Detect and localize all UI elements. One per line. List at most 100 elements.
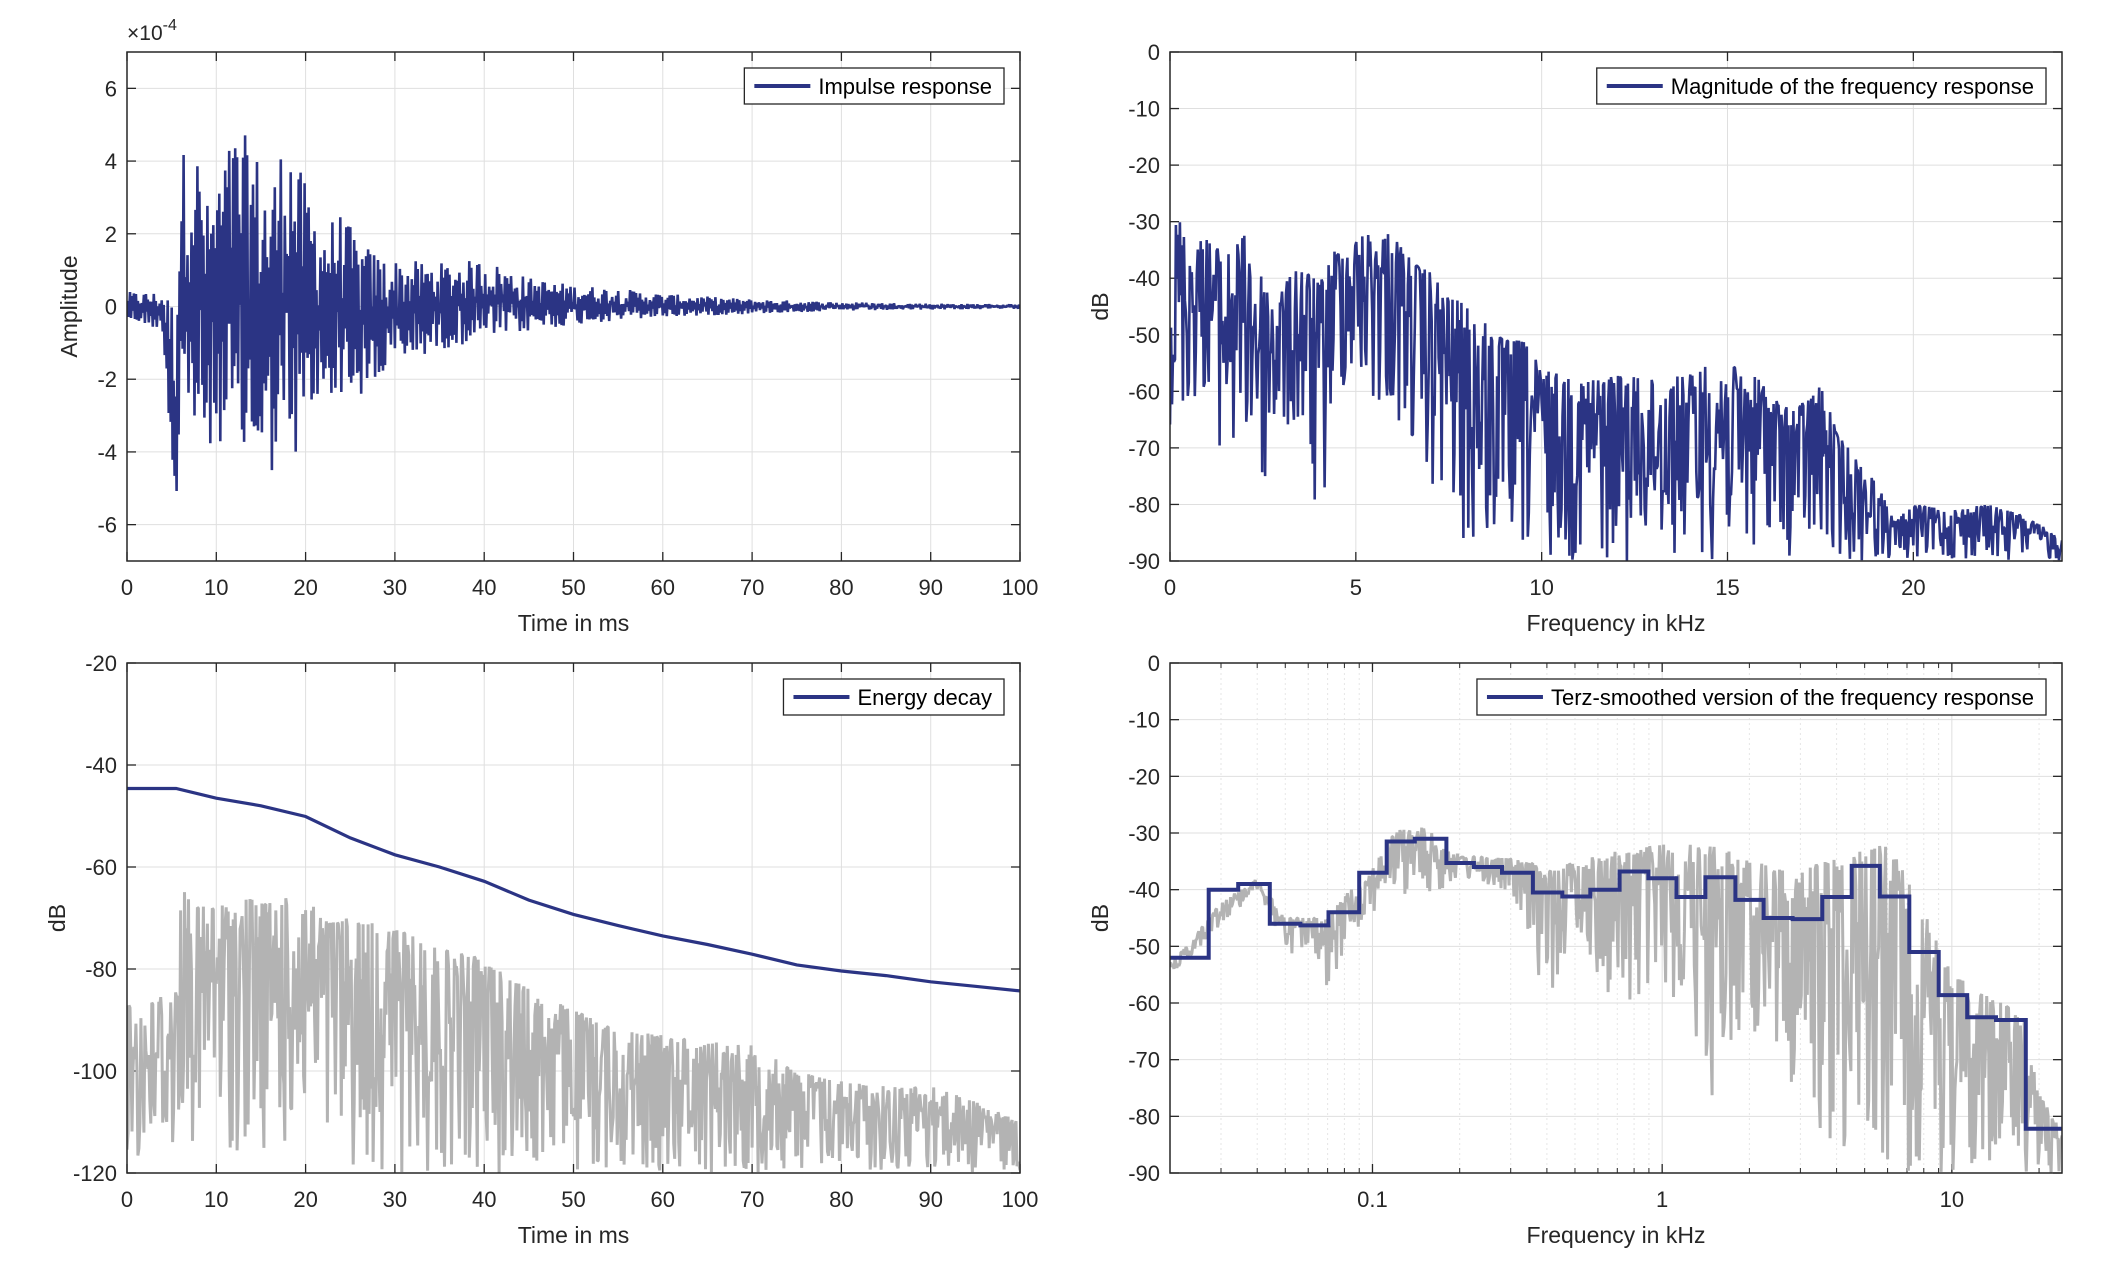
axes-box	[1169, 662, 2063, 1174]
y-tick-label: -80	[1128, 1104, 1160, 1129]
series-energy-decay	[127, 786, 1020, 993]
plot-series-group	[1170, 827, 2062, 1173]
y-tick-label: 0	[1148, 40, 1160, 65]
y-tick-label: -50	[1128, 323, 1160, 348]
plot-series-group	[127, 135, 1020, 492]
y-tick-label: -2	[97, 367, 117, 392]
y-tick-label: -60	[1128, 379, 1160, 404]
legend-label: Terz-smoothed version of the frequency r…	[1551, 685, 2034, 710]
axes-box	[1169, 51, 2063, 562]
x-tick-label: 50	[561, 1187, 585, 1212]
y-axis-label: Amplitude	[56, 255, 82, 357]
x-tick-label: 10	[204, 575, 228, 600]
chart-magnitude: 0 5 10 15 20 -90 -80 -70 -60 -50 -40 -30 -20 -10 0 Freq…	[1087, 40, 2063, 636]
legend: Magnitude of the frequency response	[1596, 67, 2047, 105]
x-tick-label: 40	[472, 1187, 496, 1212]
legend-box	[1476, 678, 2047, 716]
x-tick-label: 100	[1002, 575, 1039, 600]
chart-impulse: 0 10 20 30 40 50 60 70 80 90 100 -6 -4 -2 0 2 4 6 Time in …	[56, 17, 1038, 636]
exponent-power: -4	[163, 17, 177, 34]
x-axis-label: Time in ms	[518, 610, 630, 636]
y-tick-label: -4	[97, 440, 117, 465]
x-tick-label: 70	[740, 1187, 764, 1212]
y-tick-label: -80	[1128, 492, 1160, 517]
series-unsmoothed-frequency-response	[1170, 827, 2062, 1173]
x-tick-label: 10	[1940, 1187, 1964, 1212]
y-axis-label: dB	[1087, 292, 1113, 320]
x-tick-label: 10	[204, 1187, 228, 1212]
y-axis-label: dB	[44, 904, 70, 932]
y-tick-label: -10	[1128, 708, 1160, 733]
x-tick-label: 15	[1715, 575, 1739, 600]
y-tick-label: -40	[85, 753, 117, 778]
x-tick-label: 20	[1901, 575, 1925, 600]
legend: Impulse response	[743, 67, 1005, 105]
chart-terz: 0.1 1 10 -90 -80 -70 -60 -50 -40 -30 -20 -10 0 Freque…	[1087, 651, 2063, 1248]
y-tick-label: -60	[85, 855, 117, 880]
series-impulse-response	[127, 135, 1020, 492]
series-squared-impulse-response-db-	[127, 892, 1020, 1173]
x-tick-label: 20	[293, 575, 317, 600]
x-axis-label: Frequency in kHz	[1527, 610, 1706, 636]
y-tick-label: -30	[1128, 210, 1160, 235]
y-tick-label: -90	[1128, 549, 1160, 574]
y-tick-label: -6	[97, 513, 117, 538]
x-tick-label: 60	[651, 575, 675, 600]
x-tick-label: 30	[383, 1187, 407, 1212]
y-tick-label: -70	[1128, 1048, 1160, 1073]
x-tick-label: 80	[829, 575, 853, 600]
y-tick-label: -20	[1128, 153, 1160, 178]
y-tick-label: -30	[1128, 821, 1160, 846]
x-tick-label: 50	[561, 575, 585, 600]
x-tick-label: 20	[293, 1187, 317, 1212]
plot-series-group	[1170, 222, 2062, 561]
y-tick-label: -50	[1128, 934, 1160, 959]
y-tick-label: 4	[105, 149, 117, 174]
x-axis-label: Frequency in kHz	[1527, 1222, 1706, 1248]
x-tick-label: 5	[1350, 575, 1362, 600]
axes-box	[126, 662, 1021, 1174]
x-tick-label: 80	[829, 1187, 853, 1212]
chart-energy: 0 10 20 30 40 50 60 70 80 90 100 -120 -100 -80 -60 -40 -…	[44, 651, 1038, 1248]
exponent-base: ×10	[127, 22, 163, 45]
y-tick-label: -70	[1128, 436, 1160, 461]
y-tick-label: -100	[73, 1059, 117, 1084]
x-tick-label: 70	[740, 575, 764, 600]
y-tick-label: -10	[1128, 97, 1160, 122]
y-tick-label: -20	[85, 651, 117, 676]
legend: Energy decay	[782, 678, 1005, 716]
y-tick-label: -90	[1128, 1161, 1160, 1186]
y-tick-label: 0	[105, 295, 117, 320]
x-tick-label: 40	[472, 575, 496, 600]
legend: Terz-smoothed version of the frequency r…	[1476, 678, 2047, 716]
x-tick-label: 90	[918, 1187, 942, 1212]
x-tick-label: 0.1	[1357, 1187, 1388, 1212]
series-terz-smoothed	[1170, 836, 2062, 1131]
y-tick-label: 0	[1148, 651, 1160, 676]
legend-label: Magnitude of the frequency response	[1671, 74, 2034, 99]
y-exponent-label: ×10-4	[127, 17, 177, 45]
y-axis-label: dB	[1087, 904, 1113, 932]
x-tick-label: 90	[918, 575, 942, 600]
legend-label: Energy decay	[857, 685, 992, 710]
y-tick-label: -80	[85, 957, 117, 982]
x-tick-label: 60	[651, 1187, 675, 1212]
y-tick-label: 6	[105, 76, 117, 101]
x-tick-label: 0	[121, 575, 133, 600]
x-tick-label: 100	[1002, 1187, 1039, 1212]
legend-box	[1596, 67, 2047, 105]
x-tick-label: 1	[1656, 1187, 1668, 1212]
x-tick-label: 0	[1164, 575, 1176, 600]
y-tick-label: -120	[73, 1161, 117, 1186]
x-tick-label: 10	[1529, 575, 1553, 600]
y-tick-label: -40	[1128, 266, 1160, 291]
y-tick-label: -20	[1128, 764, 1160, 789]
y-tick-label: -60	[1128, 991, 1160, 1016]
axes-box	[126, 51, 1021, 562]
x-tick-label: 0	[121, 1187, 133, 1212]
y-tick-label: -40	[1128, 878, 1160, 903]
x-axis-label: Time in ms	[518, 1222, 630, 1248]
y-tick-label: 2	[105, 222, 117, 247]
legend-label: Impulse response	[818, 74, 992, 99]
